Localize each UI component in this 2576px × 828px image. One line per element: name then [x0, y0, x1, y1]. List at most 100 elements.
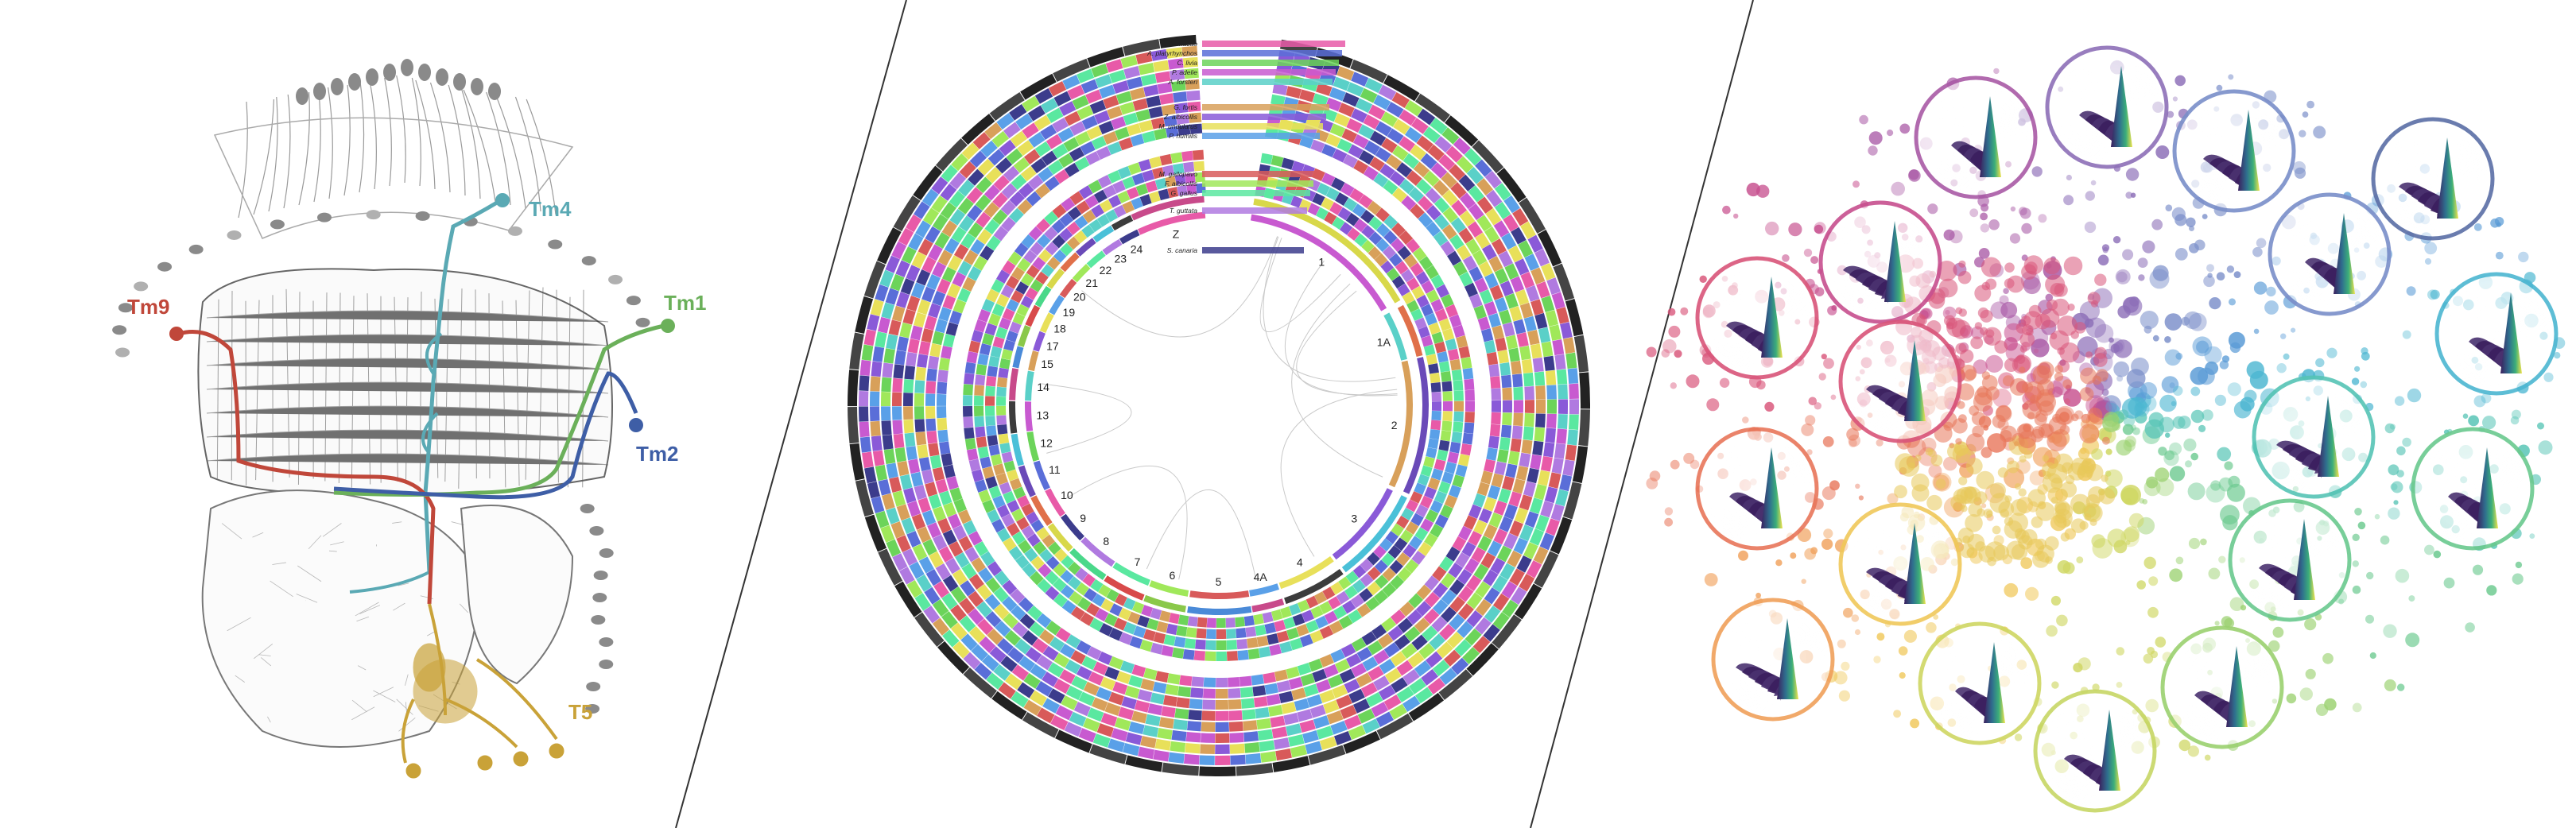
- circos-segment: [914, 201, 930, 219]
- circos-segment: [1034, 87, 1053, 104]
- circos-segment: [1171, 80, 1186, 92]
- circos-segment: [929, 551, 945, 568]
- circos-segment: [977, 353, 989, 366]
- circos-segment: [1474, 277, 1488, 293]
- circos-segment: [1300, 673, 1316, 687]
- data-bubble: [1910, 718, 1920, 729]
- circos-segment: [1360, 573, 1374, 587]
- circos-segment: [1034, 141, 1052, 157]
- circos-segment: [1463, 515, 1477, 530]
- circos-segment: [875, 510, 890, 528]
- circos-segment: [911, 251, 927, 269]
- circos-segment: [1215, 722, 1229, 732]
- glyph-ring: [2268, 192, 2392, 316]
- circos-segment: [1085, 89, 1103, 104]
- circos-segment: [1185, 732, 1201, 743]
- circos-segment: [982, 333, 995, 346]
- data-bubble: [2294, 167, 2306, 179]
- data-bubble: [2077, 336, 2098, 358]
- data-bubble: [2066, 174, 2072, 181]
- data-bubble: [2203, 275, 2215, 288]
- circos-segment: [1322, 586, 1336, 600]
- chromosome-segment: [1251, 598, 1285, 613]
- t5-neuron: [401, 603, 564, 779]
- circos-segment: [1013, 486, 1026, 499]
- circos-segment: [1065, 685, 1083, 701]
- circos-segment: [944, 238, 960, 254]
- circos-segment: [925, 226, 941, 244]
- data-bubble: [2035, 501, 2055, 521]
- cell-body: [331, 78, 343, 95]
- circos-segment: [1007, 469, 1019, 482]
- data-bubble: [1833, 671, 1848, 685]
- circos-segment: [1259, 646, 1271, 658]
- circos-segment: [927, 355, 940, 370]
- data-bubble: [2143, 479, 2161, 497]
- circos-segment: [1030, 555, 1045, 571]
- data-bubble: [2031, 339, 2050, 358]
- circos-segment: [1472, 493, 1486, 508]
- circos-segment: [1257, 729, 1274, 741]
- circos-segment: [1088, 180, 1103, 194]
- lobula-fiber: [272, 562, 286, 565]
- circos-segment: [1426, 221, 1441, 237]
- data-bubble: [1971, 412, 1986, 426]
- circos-segment: [901, 246, 917, 265]
- circos-segment: [1524, 253, 1540, 271]
- chromosome-label: 1A: [1377, 336, 1391, 349]
- circos-segment: [1390, 609, 1406, 625]
- fan-spike: [2238, 110, 2260, 191]
- data-bubble: [2015, 354, 2026, 364]
- circos-segment: [1296, 624, 1309, 636]
- circos-segment: [1484, 171, 1503, 189]
- data-bubble: [2140, 311, 2159, 330]
- circos-segment: [1342, 600, 1356, 614]
- circos-segment: [1187, 101, 1201, 112]
- circos-segment: [1375, 147, 1391, 163]
- data-bubble: [1927, 203, 1938, 215]
- circos-segment: [935, 478, 949, 493]
- data-bubble: [2219, 360, 2229, 370]
- cell-body: [593, 571, 608, 580]
- data-bubble: [2395, 568, 2410, 583]
- data-bubble: [1891, 181, 1905, 196]
- data-bubble: [1899, 123, 1911, 134]
- circos-segment: [966, 187, 983, 204]
- circos-segment: [1336, 138, 1352, 153]
- circos-segment: [1441, 224, 1457, 240]
- circos-segment: [1383, 230, 1398, 245]
- circos-segment: [1369, 157, 1385, 172]
- circos-segment: [1569, 383, 1579, 400]
- chromosome-inner-segment: [1189, 590, 1250, 599]
- circos-segment: [991, 130, 1010, 148]
- synteny-link: [1259, 238, 1341, 332]
- circos-segment: [1508, 347, 1520, 362]
- circos-segment: [1328, 596, 1341, 609]
- circos-segment: [1174, 174, 1186, 186]
- data-bubble: [2032, 551, 2050, 568]
- circos-segment: [1007, 522, 1020, 536]
- circos-segment: [1118, 706, 1135, 720]
- circos-segment: [1399, 179, 1415, 195]
- circos-segment: [1041, 264, 1055, 277]
- circos-segment: [1352, 698, 1371, 714]
- circos-segment: [1177, 124, 1191, 136]
- circos-segment: [1165, 683, 1179, 696]
- circos-segment: [1445, 115, 1479, 147]
- circos-segment: [1243, 720, 1258, 731]
- circos-segment: [1288, 733, 1305, 747]
- circos-segment: [1127, 123, 1142, 137]
- circos-segment: [1406, 170, 1422, 186]
- circos-segment: [1438, 318, 1452, 331]
- circos-segment: [1021, 503, 1034, 517]
- data-bubble: [1958, 308, 1967, 317]
- circos-segment: [1375, 222, 1391, 238]
- circos-segment: [1001, 451, 1014, 463]
- circos-segment: [1053, 91, 1072, 106]
- fan-spike: [1761, 447, 1783, 528]
- circos-segment: [968, 574, 984, 590]
- data-bubble: [1980, 223, 1990, 233]
- data-bubble: [2020, 557, 2033, 569]
- circos-segment: [1471, 547, 1486, 563]
- circos-segment: [1329, 87, 1346, 102]
